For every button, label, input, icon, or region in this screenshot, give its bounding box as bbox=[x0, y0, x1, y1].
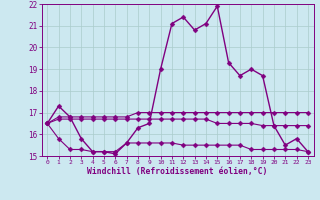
X-axis label: Windchill (Refroidissement éolien,°C): Windchill (Refroidissement éolien,°C) bbox=[87, 167, 268, 176]
